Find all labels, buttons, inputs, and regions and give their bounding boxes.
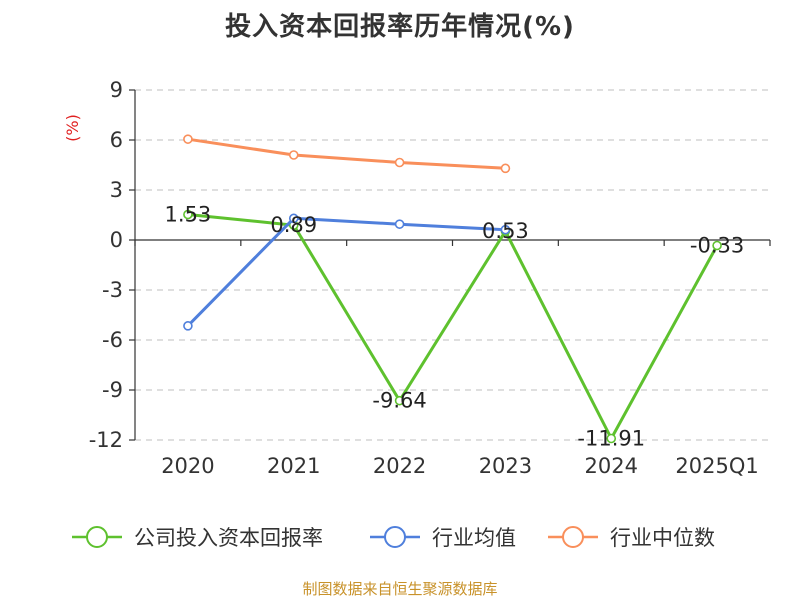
data-point [183, 209, 193, 220]
legend-item: 行业均值 [370, 526, 516, 550]
data-label-layer: 1.53 0.89 -9.64 0.53 -11.91 -0.33 [165, 203, 745, 451]
y-tick-label: -6 [102, 328, 123, 352]
data-label: -0.33 [690, 234, 744, 258]
data-label: 0.53 [482, 219, 529, 243]
axis-layer: 9 6 3 0 -3 -6 -9 -12 2020 2021 2022 2023 2024 2025Q1 (… [63, 78, 771, 478]
data-point [183, 321, 193, 331]
y-tick-label: 9 [110, 78, 123, 102]
source-note: 制图数据来自恒生聚源数据库 [302, 580, 498, 598]
legend: 公司投入资本回报率 行业均值 行业中位数 [72, 526, 715, 550]
legend-item: 公司投入资本回报率 [72, 526, 323, 550]
data-label: -11.91 [577, 427, 645, 451]
series-line-1 [186, 216, 506, 327]
y-tick-label: -9 [102, 378, 123, 402]
x-tick-label: 2023 [479, 454, 532, 478]
data-point [606, 433, 617, 444]
data-point [712, 240, 722, 251]
data-point [394, 395, 405, 406]
x-tick-label: 2020 [161, 454, 214, 478]
series-line-0 [187, 213, 719, 440]
x-tick-label: 2025Q1 [675, 454, 758, 478]
legend-item: 行业中位数 [548, 526, 715, 550]
data-point [288, 213, 299, 224]
series-line-2 [187, 137, 506, 170]
data-point [288, 150, 299, 160]
y-tick-label: 6 [110, 128, 123, 152]
x-tick-label: 2024 [585, 454, 638, 478]
legend-marker [86, 526, 108, 548]
legend-marker [384, 526, 406, 548]
data-point [500, 163, 511, 174]
data-label: -9.64 [372, 389, 426, 413]
data-label: 1.53 [165, 203, 212, 227]
data-label: 0.89 [270, 213, 317, 237]
x-tick-label: 2022 [373, 454, 426, 478]
y-tick-label: 0 [110, 228, 123, 252]
data-point [394, 157, 405, 168]
y-tick-label: -3 [102, 278, 123, 302]
chart-title: 投入资本回报率历年情况(%) [225, 12, 575, 42]
data-point [500, 224, 511, 235]
y-tick-label: 3 [110, 178, 123, 202]
x-tick-label: 2021 [267, 454, 320, 478]
legend-label: 公司投入资本回报率 [134, 526, 323, 550]
legend-marker [562, 526, 584, 548]
legend-label: 行业中位数 [610, 526, 715, 550]
legend-label: 行业均值 [432, 526, 516, 550]
y-tick-label: -12 [89, 428, 123, 452]
y-axis-unit: (%) [63, 114, 82, 142]
data-point [183, 134, 193, 144]
series-layer [183, 134, 722, 444]
grid-layer [135, 89, 770, 441]
data-point [394, 219, 405, 229]
